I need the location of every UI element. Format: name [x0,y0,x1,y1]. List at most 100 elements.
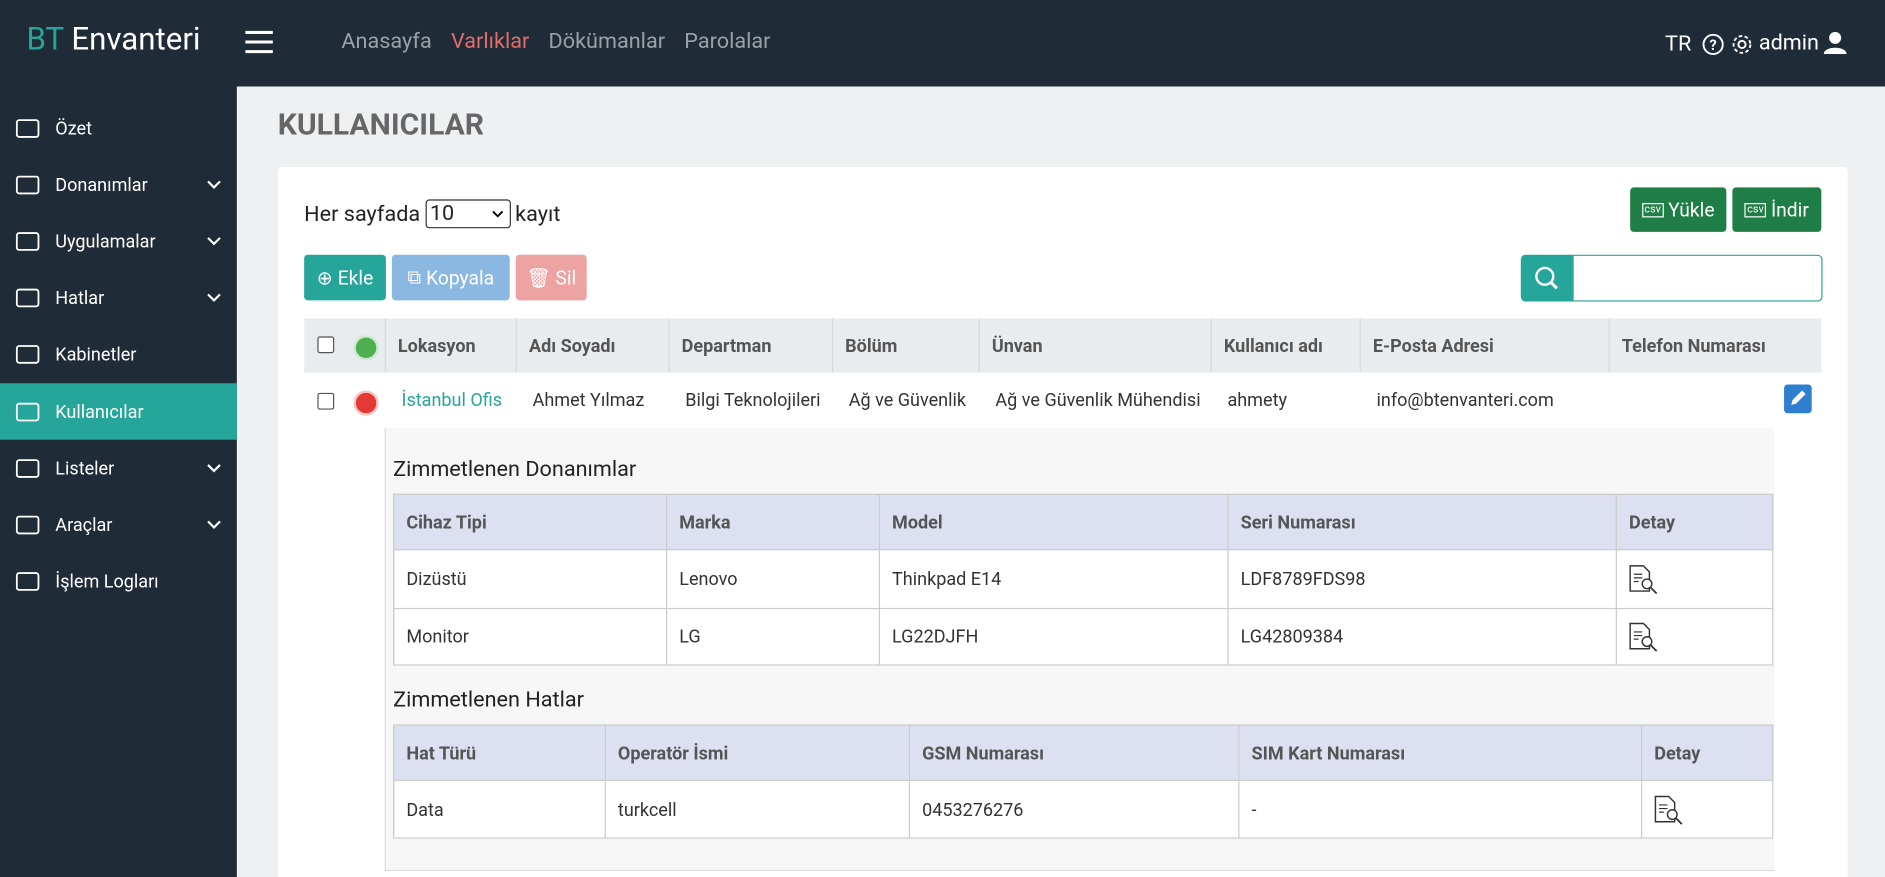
header-text: Departman [681,334,772,357]
nav-link[interactable]: Parolalar [684,28,771,55]
lines-title: Zimmetlenen Hatlar [393,687,584,713]
table-cell: Ağ ve Güvenlik Mühendisi [983,372,1215,427]
column-header: Telefon Numarası [1608,318,1775,373]
collapse-icon[interactable] [353,390,379,416]
detail-icon[interactable] [1628,565,1659,596]
download-label: İndir [1770,198,1809,222]
header-text: Detay [1628,511,1676,533]
sidebar-item[interactable]: Donanımlar [0,156,237,212]
sidebar-item[interactable]: İşlem Logları [0,553,237,609]
cell-text[interactable]: İstanbul Ofis [401,389,503,411]
detail-icon[interactable] [1653,795,1684,826]
sidebar-icon [15,118,40,138]
column-header: Detay [1641,724,1773,781]
sidebar-label: Kullanıcılar [55,400,144,423]
nav-link[interactable]: Varlıklar [450,28,530,55]
sidebar-item[interactable]: Araçlar [0,497,237,553]
svg-text:?: ? [1710,37,1717,54]
cell-text: turkcell [617,798,677,821]
detail-cell [1615,550,1773,608]
row-checkbox[interactable] [317,392,335,410]
cell-text: Ahmet Yılmaz [532,389,645,411]
sidebar-item[interactable]: Kabinetler [0,327,237,383]
sidebar-label: Hatlar [55,287,105,309]
download-button[interactable]: csv İndir [1732,187,1822,232]
header-text: GSM Numarası [922,741,1044,764]
column-header: SIM Kart Numarası [1238,724,1641,781]
hardware-header-row [393,493,1774,551]
sidebar-item[interactable]: Hatlar [0,270,237,326]
table-cell: LG22DJFH [878,607,1228,666]
column-header: Lokasyon [384,318,517,373]
help-icon[interactable]: ? [1702,33,1724,56]
add-label: Ekle [337,266,374,289]
header-text: Hat Türü [406,741,477,764]
header-text: Ünvan [991,334,1043,357]
language[interactable]: TR [1665,31,1692,57]
column-header: Departman [668,318,833,373]
sidebar-label: Donanımlar [55,173,148,196]
header-text: Marka [679,511,731,533]
table-cell: Bilgi Teknolojileri [673,372,836,427]
per-page: Her sayfada 10 kayıt [304,199,561,229]
add-button[interactable]: ⊕ Ekle [304,254,386,301]
nav-link[interactable]: Anasayfa [341,28,432,55]
sidebar-item[interactable]: Listeler [0,440,237,496]
menu-toggle[interactable] [245,30,273,54]
table-cell: Monitor [393,607,666,666]
sidebar-icon [15,232,40,251]
column-header: Bölüm [831,318,980,373]
chevron [207,463,221,473]
search-input[interactable] [1572,254,1823,302]
sidebar-item[interactable]: Uygulamalar [0,213,237,269]
search-button[interactable] [1520,254,1573,302]
column-header: Cihaz Tipi [393,493,666,551]
expand-all-icon[interactable] [353,335,379,361]
per-page-suffix: kayıt [515,201,561,227]
per-page-select[interactable]: 10 [425,199,511,229]
sidebar-item[interactable]: Kullanıcılar [0,383,237,440]
user-icon[interactable] [1823,31,1847,55]
sidebar-label: Özet [55,117,92,139]
csv-icon: csv [1641,202,1664,217]
header-text: E-Posta Adresi [1372,334,1494,357]
per-page-label: Her sayfada [304,201,421,227]
header-text: Lokasyon [397,334,476,357]
cell-text: Data [406,798,444,821]
table-cell: LG42809384 [1227,607,1615,666]
sidebar-item[interactable]: Özet [0,100,237,156]
cell-text: 0453276276 [922,798,1024,821]
edit-button[interactable] [1784,384,1812,414]
sidebar-icon [15,458,40,478]
sidebar-label: Listeler [55,457,115,479]
nav: Anasayfa Varlıklar Dökümanlar Parolalar [341,29,770,54]
cell-text: ahmety [1227,389,1288,411]
nav-link[interactable]: Dökümanlar [548,28,666,55]
upload-button[interactable]: csv Yükle [1630,187,1727,232]
header-text: Adı Soyadı [528,334,616,357]
user-name[interactable]: admin [1758,30,1819,56]
hardware-title: Zimmetlenen Donanımlar [393,456,637,482]
cell-text: Dizüstü [406,568,467,590]
header-text: Kullanıcı adı [1223,334,1323,357]
copy-button[interactable]: ⧉ Kopyala [391,254,510,301]
detail-icon[interactable] [1628,622,1659,653]
column-header: Adı Soyadı [515,318,670,373]
lines-header-row [393,724,1774,781]
sidebar-label: Uygulamalar [55,230,156,253]
brand[interactable]: BT Envanteri [26,22,200,58]
column-header: Operatör İsmi [604,724,909,781]
delete-button[interactable]: 🗑 Sil [515,254,587,301]
settings-icon[interactable] [1731,34,1753,56]
select-all[interactable] [317,336,335,354]
column-header: Model [878,493,1228,551]
upload-label: Yükle [1668,198,1715,222]
table-cell: 0453276276 [908,780,1238,839]
delete-label: Sil [555,266,577,289]
column-header: Kullanıcı adı [1210,318,1361,373]
table-cell: LG [666,607,879,666]
table-cell: Thinkpad E14 [878,550,1228,608]
table-cell: info@btenvanteri.com [1364,372,1613,427]
cell-text: LG [679,625,701,648]
